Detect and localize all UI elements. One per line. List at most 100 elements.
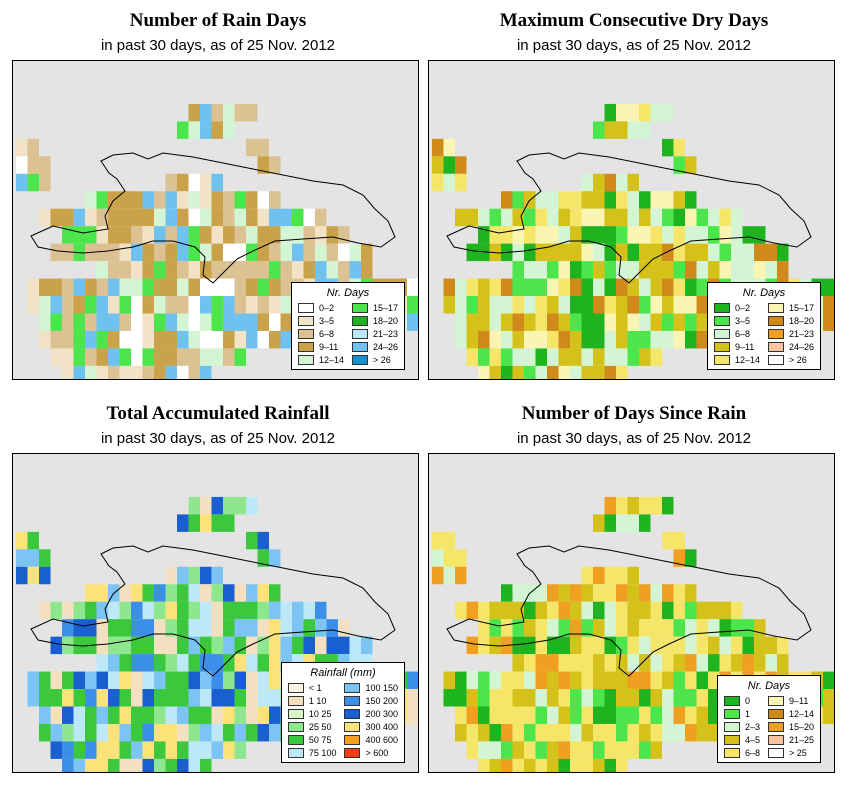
map-cell [650,584,662,602]
map-cell [662,496,674,515]
map-cell [639,243,651,262]
map-cell [593,208,605,227]
map-cell [200,330,212,349]
map-cell [269,243,281,262]
map-cell [50,636,62,655]
legend-item: 0 [723,695,760,706]
map-cell [685,208,697,227]
map-cell [27,296,39,314]
map-cell [604,121,616,139]
map-cell [223,278,235,297]
map-cell [188,741,200,759]
map-cell [211,296,223,314]
map-cell [455,173,467,192]
map-cell [85,671,97,690]
panel-rain-days: Number of Rain Days in past 30 days, as … [12,0,424,390]
map-cell [234,313,246,331]
map-cell [478,706,490,724]
map-cell [650,496,662,515]
map-cell [407,278,418,297]
map-cell [177,278,189,297]
map-cell [223,313,235,331]
map-cell [512,226,524,244]
map-cell [443,156,455,174]
map-cell [246,601,258,620]
map-cell [627,741,639,759]
map-cell [108,348,120,366]
map-cell [142,330,154,349]
map-cell [570,741,582,759]
map-cell [119,741,131,759]
map-cell [558,654,570,672]
map-cell [211,348,223,366]
map-cell [754,243,766,262]
map-cell [604,191,616,209]
map-cell [719,261,731,279]
map-cell [200,706,212,724]
map-cell [280,261,292,279]
legend-item: 12–14 [297,354,344,365]
map-cell [489,723,501,742]
map-cell [234,296,246,314]
map-cell [62,296,74,314]
map-cell [50,296,62,314]
map-cell [489,671,501,690]
map-cell [269,636,281,655]
map-cell [673,278,685,297]
map-cell [731,226,743,244]
map-cell [257,584,269,602]
map-cell [27,138,39,157]
map-cell [223,121,235,139]
legend-swatch [713,315,730,326]
legend-item: 12–14 [767,708,814,719]
map-cell [466,601,478,620]
map-cell [524,278,536,297]
legend-label: 0–2 [734,302,750,313]
map-cell [39,330,51,349]
map-cell [673,689,685,707]
map-cell [211,566,223,585]
legend-swatch [287,708,304,719]
map-cell [466,313,478,331]
legend-label: 12–14 [734,354,760,365]
map-cell [62,208,74,227]
map-cell [823,313,834,331]
map-cell [593,121,605,139]
map-cell [142,191,154,209]
map-cell [211,514,223,532]
map-cell [50,208,62,227]
map-cell [211,226,223,244]
map-cell [512,741,524,759]
map-cell [627,226,639,244]
map-cell [223,261,235,279]
map-cell [85,741,97,759]
map-cell [754,654,766,672]
map-cell [142,365,154,379]
legend-item: 18–20 [351,315,398,326]
map-cell [211,103,223,122]
legend-item: 10 25 [287,708,337,719]
map-cell [223,191,235,209]
map-cell [200,723,212,742]
map-cell [142,689,154,707]
map-cell [512,671,524,690]
map-cell [524,348,536,366]
map-cell [650,689,662,707]
legend-swatch [297,315,314,326]
map-cell [581,191,593,209]
legend-label: 4–5 [744,734,760,745]
map-cell [570,584,582,602]
legend-swatch [344,747,361,758]
map-cell [223,514,235,532]
map-cell [73,365,85,379]
map-cell [200,496,212,515]
map-cell [188,654,200,672]
map-cell [524,723,536,742]
map-cell [200,173,212,192]
map-cell [177,706,189,724]
panel-title: Total Accumulated Rainfall [106,403,330,424]
map-cell [512,636,524,655]
map-cell [662,243,674,262]
map-cell [119,654,131,672]
map-cell [234,689,246,707]
